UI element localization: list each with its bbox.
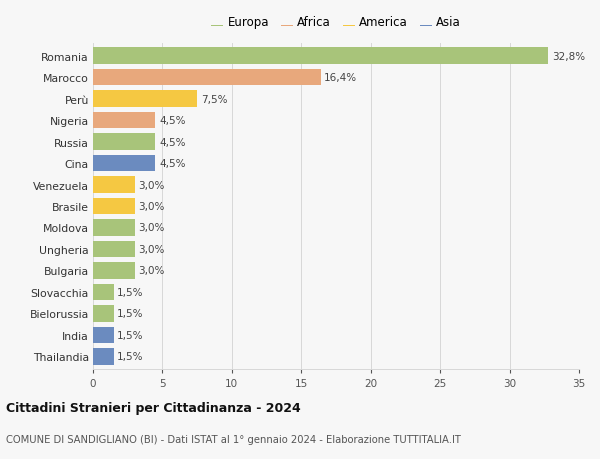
Text: 1,5%: 1,5%	[118, 330, 144, 340]
Text: 3,0%: 3,0%	[138, 180, 164, 190]
Bar	[93, 263, 134, 279]
Bar	[93, 348, 114, 365]
Text: 3,0%: 3,0%	[138, 266, 164, 276]
Bar	[93, 48, 548, 65]
Bar	[93, 134, 155, 151]
Text: COMUNE DI SANDIGLIANO (BI) - Dati ISTAT al 1° gennaio 2024 - Elaborazione TUTTIT: COMUNE DI SANDIGLIANO (BI) - Dati ISTAT …	[6, 434, 461, 444]
Bar	[93, 284, 114, 301]
Text: 3,0%: 3,0%	[138, 202, 164, 212]
Text: 3,0%: 3,0%	[138, 245, 164, 254]
Legend: Europa, Africa, America, Asia: Europa, Africa, America, Asia	[209, 14, 464, 31]
Text: 4,5%: 4,5%	[159, 159, 185, 168]
Bar	[93, 305, 114, 322]
Text: 4,5%: 4,5%	[159, 116, 185, 126]
Bar	[93, 155, 155, 172]
Text: 4,5%: 4,5%	[159, 137, 185, 147]
Bar	[93, 70, 321, 86]
Text: 1,5%: 1,5%	[118, 309, 144, 319]
Text: 3,0%: 3,0%	[138, 223, 164, 233]
Bar	[93, 219, 134, 236]
Bar	[93, 241, 134, 258]
Text: 1,5%: 1,5%	[118, 287, 144, 297]
Bar	[93, 91, 197, 108]
Text: 1,5%: 1,5%	[118, 352, 144, 362]
Text: 32,8%: 32,8%	[552, 51, 585, 62]
Bar	[93, 112, 155, 129]
Text: 7,5%: 7,5%	[200, 95, 227, 104]
Bar	[93, 198, 134, 215]
Bar	[93, 327, 114, 343]
Text: Cittadini Stranieri per Cittadinanza - 2024: Cittadini Stranieri per Cittadinanza - 2…	[6, 402, 301, 414]
Text: 16,4%: 16,4%	[324, 73, 358, 83]
Bar	[93, 177, 134, 194]
